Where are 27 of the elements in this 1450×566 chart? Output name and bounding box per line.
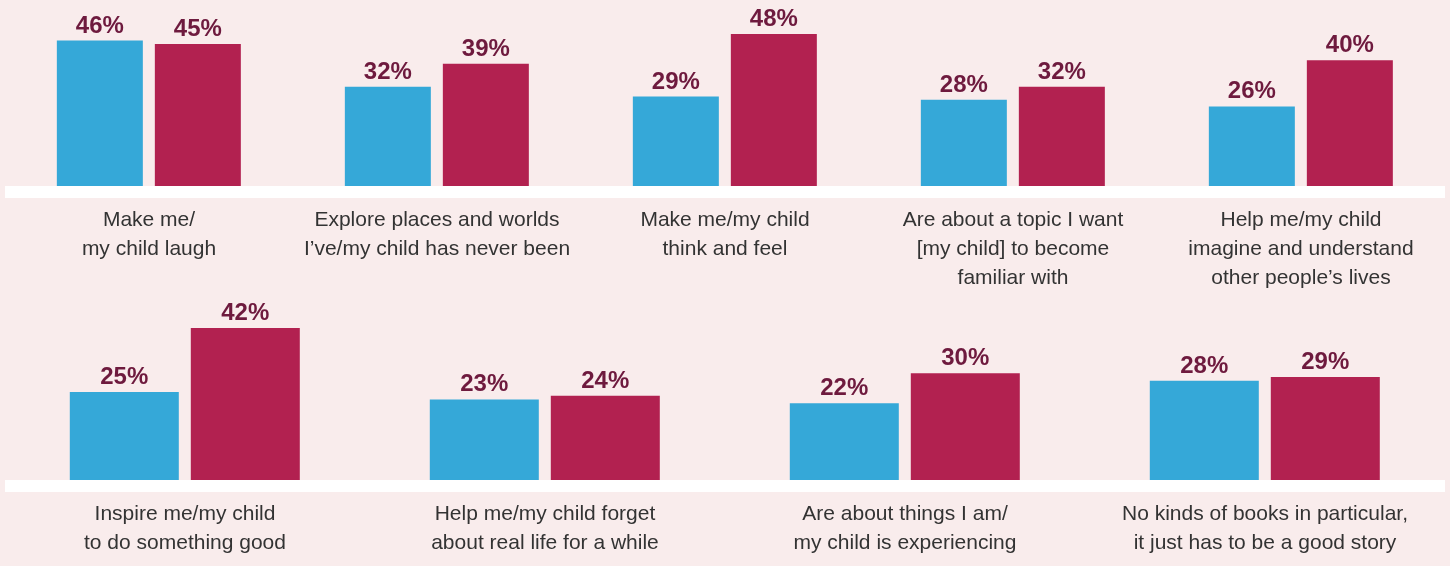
x-tick-label: Explore places and worlds I’ve/my child has never been <box>303 207 571 259</box>
x-tick-label: No kinds of books in particular, it just has to be a good story <box>1122 501 1408 553</box>
data-label: 23% <box>460 369 509 397</box>
x-tick-label: Are about things I am/ my child is experiencing <box>793 501 1017 553</box>
data-label: 29% <box>651 66 700 94</box>
x-tick-label: Make me/ my child laugh <box>81 207 217 259</box>
data-label: 45% <box>173 13 222 41</box>
x-tick-label: Help me/my child imagine and understand other people’s lives <box>1188 207 1414 288</box>
data-label: 22% <box>820 373 869 401</box>
x-tick-label: Help me/my child forget about real life for a while <box>431 501 659 553</box>
x-tick-label: Are about a topic I want [my child] to become familiar with <box>902 207 1124 288</box>
data-label: 25% <box>100 361 149 389</box>
x-tick-label: Make me/my child think and feel <box>640 207 810 259</box>
data-label: 32% <box>1037 56 1086 84</box>
data-label: 28% <box>939 69 988 97</box>
data-label: 29% <box>1301 346 1350 374</box>
data-label: 30% <box>941 343 990 371</box>
data-label: 24% <box>581 365 630 393</box>
data-label: 46% <box>75 10 124 38</box>
data-label: 39% <box>461 33 510 61</box>
x-tick-label: Inspire me/my child to do something good <box>84 501 286 553</box>
data-label: 48% <box>749 4 798 31</box>
data-label: 42% <box>221 298 270 325</box>
data-label: 40% <box>1325 30 1374 58</box>
data-label: 32% <box>363 56 412 84</box>
data-label: 26% <box>1227 76 1276 104</box>
data-label: 28% <box>1180 350 1229 378</box>
